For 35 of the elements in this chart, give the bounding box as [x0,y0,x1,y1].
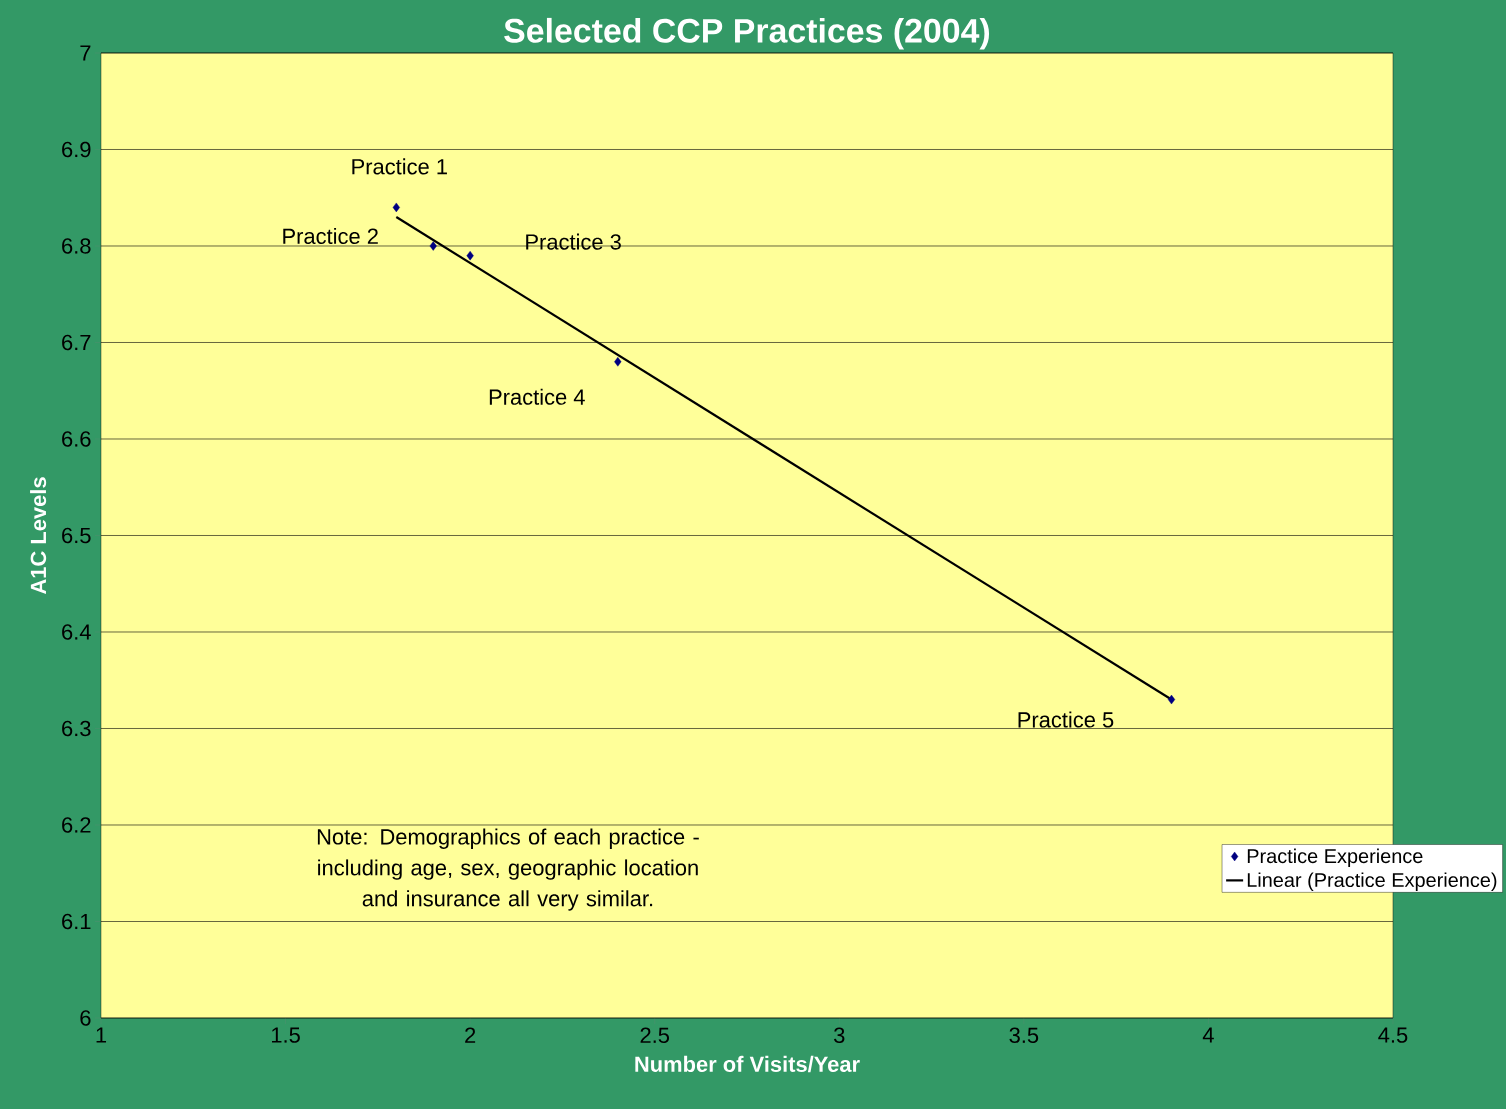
y-tick-label: 6.1 [62,913,91,930]
annotation: Practice 2 [283,227,378,245]
y-tick-label: 6.7 [62,334,91,351]
x-tick-label: 1 [96,1027,107,1043]
legend-label: Practice Experience [1247,848,1423,868]
x-tick-label: 3.5 [1009,1027,1039,1044]
x-tick-label: 4 [1202,1027,1214,1043]
point [1167,694,1176,705]
chart-title: Selected CCP Practices (2004) [504,17,990,50]
annotation: Practice 4 [489,388,585,405]
point [429,241,437,251]
x-axis-title: Number of Visits/Year [635,1055,860,1073]
x-tick-label: 4.5 [1378,1027,1408,1043]
x-tick-label: 2 [465,1027,476,1043]
x-tick-label: 2.5 [640,1027,670,1044]
legend-label: Linear (Practice Experience) [1247,872,1497,892]
annotation: Note: Demographics of each practice - including age, sex, geographic location and insurance all very similar. [317,828,699,911]
y-tick-label: 6 [80,1010,91,1026]
y-tick-label: 6.8 [62,238,91,254]
point [466,250,474,261]
y-tick-label: 6.3 [62,720,91,737]
annotation: Practice 1 [352,158,447,175]
annotation: Practice 3 [526,233,621,250]
point [614,357,622,367]
y-tick-label: 6.9 [62,141,91,158]
point [392,202,400,213]
annotation: Practice 5 [1018,711,1114,728]
y-tick-label: 6.5 [62,527,91,544]
x-tick-label: 3 [834,1027,845,1044]
y-axis-title: A1C Levels [30,477,47,595]
y-tick-label: 7 [80,45,91,61]
x-tick-label: 1.5 [272,1027,300,1043]
y-tick-label: 6.6 [62,431,91,447]
y-tick-label: 6.2 [62,817,91,833]
y-tick-label: 6.4 [62,624,91,640]
